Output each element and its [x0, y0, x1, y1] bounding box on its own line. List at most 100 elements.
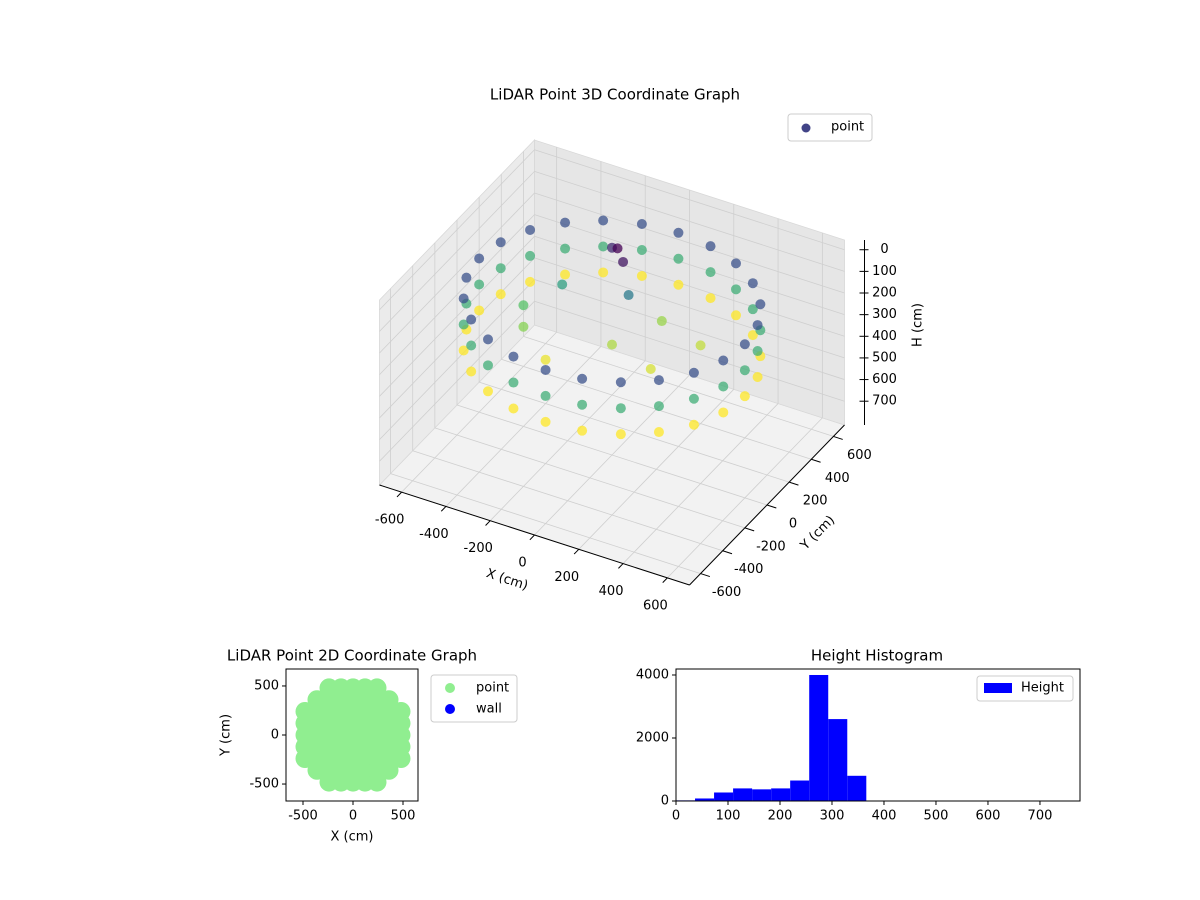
point [718, 381, 729, 392]
point [615, 429, 626, 440]
point [495, 289, 506, 300]
x-tick-label: 600 [643, 598, 668, 613]
y-tick-label: -500 [249, 777, 279, 792]
point [525, 224, 536, 235]
y-tick [833, 435, 843, 440]
grid-line [534, 279, 845, 380]
point [688, 367, 699, 378]
x-tick-label: 500 [391, 809, 416, 824]
point [718, 355, 729, 366]
legend-marker [801, 123, 811, 133]
point [731, 284, 741, 295]
x-tick-label: -600 [375, 513, 405, 528]
point [367, 678, 387, 698]
y-tick-label: -200 [756, 539, 786, 554]
point [653, 375, 664, 386]
point [623, 290, 634, 301]
point [739, 339, 750, 350]
grid-line [434, 427, 745, 529]
point [673, 279, 684, 290]
point [466, 314, 477, 325]
z-tick-label: 300 [872, 307, 897, 322]
bar [695, 798, 715, 801]
z-axis-label: H (cm) [911, 303, 926, 347]
point-series [458, 215, 766, 440]
point [612, 243, 623, 254]
point [483, 360, 493, 371]
point [607, 339, 617, 350]
grid-line [379, 171, 535, 332]
y-tick-label: 0 [789, 517, 797, 532]
legend-label: point [831, 120, 864, 135]
y-tick [811, 458, 821, 463]
grid-line [534, 214, 845, 316]
point [461, 272, 472, 283]
point [391, 701, 411, 721]
y-tick-label: -600 [712, 585, 742, 600]
x-tick-label: 100 [716, 809, 741, 824]
point [673, 253, 684, 264]
x-tick-label: 0 [672, 809, 680, 824]
legend-frame [787, 113, 873, 142]
chart-title: Height Histogram [811, 647, 943, 665]
point [557, 279, 568, 290]
legend-patch [984, 683, 1012, 693]
grid-line [379, 149, 535, 311]
grid-line [534, 257, 845, 359]
point [598, 267, 609, 278]
point [747, 330, 758, 341]
point [739, 365, 750, 376]
point [508, 351, 519, 362]
bar [790, 780, 810, 801]
y-tick-label: 200 [803, 494, 828, 509]
point [598, 215, 609, 226]
z-tick-label: 0 [880, 242, 888, 257]
point [695, 340, 706, 351]
z-tick-label: 500 [872, 350, 897, 365]
grid-line [379, 279, 535, 440]
x-tick-label: 0 [349, 809, 357, 824]
point [560, 217, 571, 228]
point [474, 305, 485, 316]
legend-frame [430, 674, 518, 723]
point [458, 345, 469, 356]
point [508, 377, 519, 388]
point [636, 219, 647, 230]
x-axis-line [379, 484, 690, 586]
point [518, 300, 529, 311]
y-tick-label: 600 [847, 448, 872, 463]
bar [828, 719, 848, 801]
point [656, 316, 667, 327]
point [474, 279, 485, 290]
point [525, 250, 536, 261]
point [615, 377, 626, 388]
point [747, 304, 758, 315]
point [755, 299, 766, 310]
point [466, 340, 477, 351]
point [688, 393, 699, 404]
point [688, 419, 699, 430]
point [705, 267, 716, 278]
point [636, 270, 647, 281]
point [653, 401, 664, 412]
point [752, 346, 763, 357]
legend-marker [445, 683, 455, 693]
grid-line [534, 300, 845, 402]
x-tick-label: 400 [872, 809, 897, 824]
x-tick-label: 200 [768, 809, 793, 824]
y-tick [766, 504, 777, 509]
grid-line [379, 257, 535, 419]
point [731, 258, 741, 269]
legend-frame [976, 675, 1074, 702]
grid-line [479, 381, 790, 483]
point [560, 243, 571, 254]
z-tick-label: 100 [872, 264, 897, 279]
point [458, 319, 469, 330]
point [636, 244, 647, 255]
y-tick [722, 550, 733, 555]
point [731, 310, 741, 321]
axes-frame [675, 668, 1081, 802]
y-tick-label: 500 [254, 678, 279, 693]
point [673, 227, 684, 238]
point [653, 427, 664, 438]
